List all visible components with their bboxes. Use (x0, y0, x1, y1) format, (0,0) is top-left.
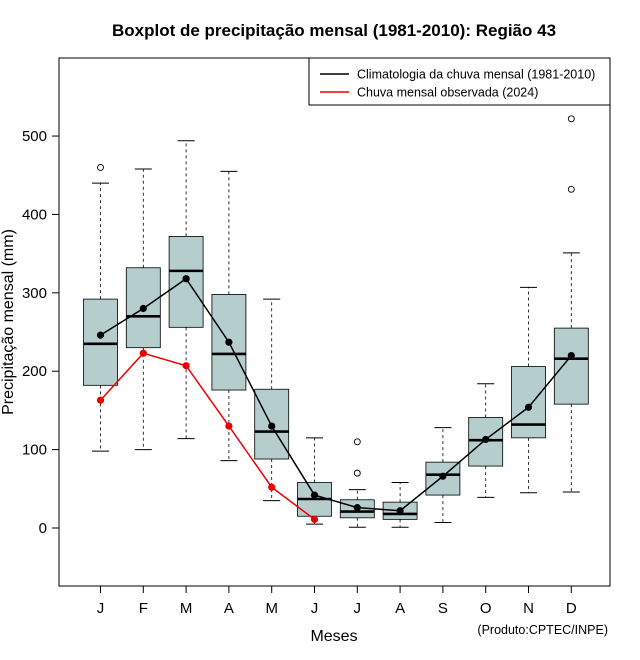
y-tick-label-400: 400 (22, 206, 47, 223)
box-12 (553, 115, 589, 493)
series-point-observed (310, 515, 319, 523)
outlier-point (353, 438, 361, 446)
series-point-climatology (439, 472, 447, 480)
y-tick-label-200: 200 (22, 363, 47, 380)
series-point-climatology (524, 403, 533, 411)
legend-label-observed: Chuva mensal observada (2024) (357, 86, 538, 100)
x-tick-label-8: A (395, 600, 405, 617)
series-point-observed (139, 349, 147, 357)
box-5 (254, 298, 290, 502)
series-point-observed (268, 483, 276, 491)
box-group (83, 115, 589, 528)
box-1 (83, 163, 118, 452)
series-lines (96, 275, 575, 523)
series-point-climatology (567, 351, 575, 360)
y-tick-label-500: 500 (22, 128, 47, 145)
x-tick-label-4: A (224, 600, 234, 617)
outlier-point (567, 185, 575, 193)
x-tick-label-7: J (354, 600, 362, 617)
y-tick-label-0: 0 (39, 520, 47, 537)
outlier-point (567, 115, 575, 123)
box-iqr (511, 366, 546, 439)
y-axis: 0 100 200 300 400 500 (22, 128, 59, 537)
legend-box (308, 57, 611, 106)
box-7 (339, 438, 375, 528)
series-point-observed (225, 422, 233, 430)
series-line-observed (99, 352, 315, 520)
x-tick-label-9: S (438, 600, 448, 617)
x-tick-label-6: J (311, 600, 319, 617)
series-point-climatology (225, 338, 233, 346)
x-tick-label-10: O (480, 600, 492, 617)
x-tick-label-12: D (566, 600, 577, 617)
x-tick-label-2: F (139, 600, 148, 617)
outlier-point (97, 163, 104, 171)
box-iqr (553, 327, 589, 405)
chart-title: Boxplot de precipitação mensal (1981-201… (112, 21, 556, 40)
y-tick-label-300: 300 (22, 285, 47, 302)
x-tick-label-5: M (265, 600, 278, 617)
series-point-climatology (482, 435, 490, 444)
outlier-point (353, 469, 361, 477)
series-point-observed (96, 396, 105, 404)
series-point-climatology (353, 504, 361, 512)
series-point-climatology (182, 275, 190, 283)
box-8 (382, 482, 418, 528)
series-point-climatology (96, 331, 105, 339)
series-point-climatology (139, 304, 147, 313)
series-point-climatology (396, 507, 404, 515)
x-axis-label: Meses (310, 628, 357, 645)
x-tick-label-3: M (180, 600, 193, 617)
legend-label-climatology: Climatologia da chuva mensal (1981-2010) (357, 68, 595, 82)
credit-label: (Produto:CPTEC/INPE) (477, 623, 608, 637)
legend: Climatologia da chuva mensal (1981-2010)… (308, 57, 611, 106)
box-11 (511, 286, 546, 494)
series-point-climatology (268, 422, 276, 430)
box-4 (211, 170, 247, 462)
y-tick-label-100: 100 (22, 442, 47, 459)
x-tick-label-1: J (97, 600, 105, 617)
series-point-climatology (310, 491, 319, 499)
x-tick-label-11: N (523, 600, 534, 617)
box-iqr (83, 298, 118, 386)
y-axis-label: Precipitação mensal (mm) (0, 229, 17, 415)
box-3 (168, 140, 204, 440)
series-line-climatology (100, 277, 572, 512)
series-point-observed (182, 362, 190, 370)
